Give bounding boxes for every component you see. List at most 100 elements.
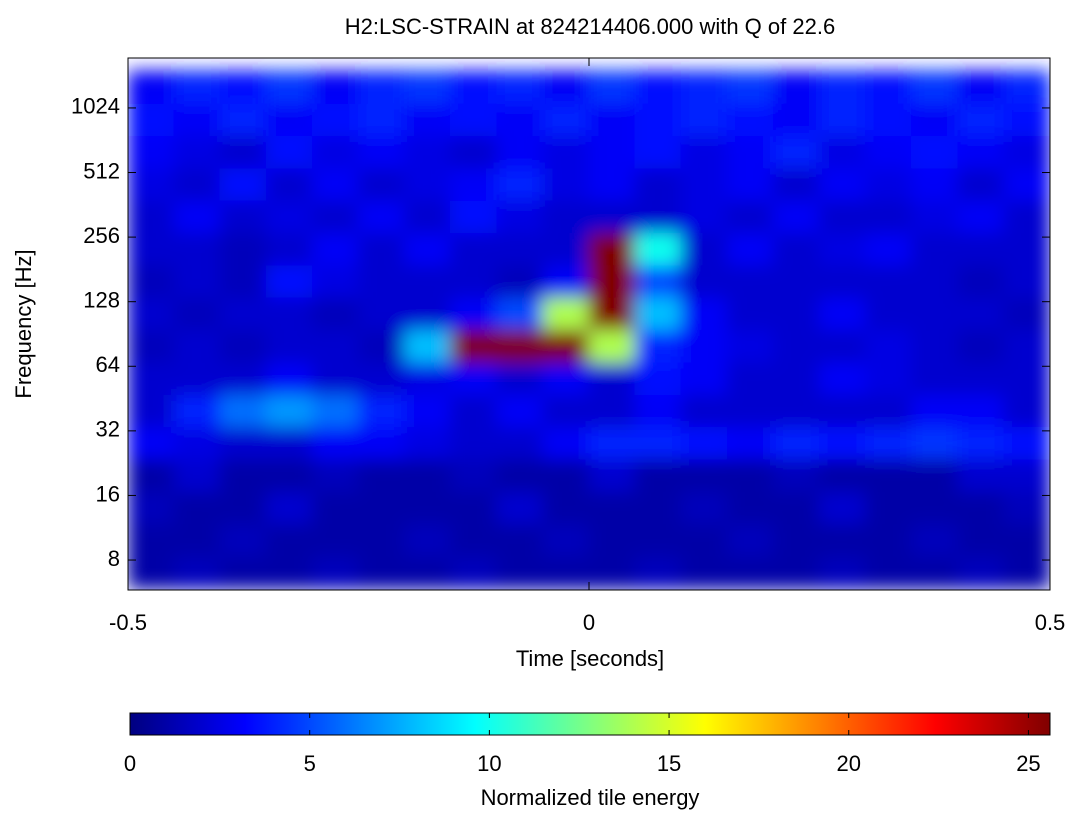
heatmap-cell: [219, 393, 267, 428]
x-tick-label: 0: [583, 610, 595, 635]
heatmap-cell: [219, 361, 267, 395]
heatmap-cell: [450, 490, 498, 525]
heatmap-cell: [634, 458, 682, 492]
heatmap-cell: [173, 393, 221, 428]
heatmap-cell: [496, 328, 544, 363]
heatmap-cell: [588, 555, 636, 590]
heatmap-cell: [819, 167, 867, 201]
y-tick-label: 1024: [71, 94, 120, 119]
heatmap-cell: [542, 296, 590, 330]
heatmap-cell: [957, 135, 1005, 169]
heatmap-cell: [265, 555, 313, 590]
heatmap-cell: [265, 70, 313, 104]
heatmap-cell: [911, 296, 959, 330]
heatmap-cell: [772, 296, 820, 330]
heatmap-cell: [450, 361, 498, 395]
heatmap-cell: [634, 264, 682, 298]
heatmap-cell: [358, 102, 406, 137]
heatmap-cell: [680, 393, 728, 428]
heatmap-cell: [865, 70, 913, 104]
heatmap-cell: [542, 426, 590, 460]
heatmap-cell: [1003, 361, 1050, 395]
heatmap-cell: [726, 328, 774, 363]
heatmap-cell: [1003, 70, 1050, 104]
heatmap-cell: [865, 523, 913, 557]
heatmap-cell: [957, 490, 1005, 525]
heatmap-cell: [819, 458, 867, 492]
heatmap-cell: [128, 70, 175, 104]
heatmap-cell: [542, 70, 590, 104]
heatmap-cell: [404, 232, 452, 266]
heatmap-cell: [819, 70, 867, 104]
heatmap-cell: [358, 167, 406, 201]
heatmap-cell: [173, 426, 221, 460]
y-tick-label: 512: [83, 158, 120, 183]
colorbar-tick-label: 0: [124, 751, 136, 776]
heatmap-cell: [358, 264, 406, 298]
heatmap-cell: [496, 232, 544, 266]
heatmap-cell: [450, 264, 498, 298]
heatmap-cell: [911, 458, 959, 492]
heatmap-cell: [819, 555, 867, 590]
heatmap-cell: [219, 523, 267, 557]
heatmap-cell: [634, 555, 682, 590]
heatmap-cell: [726, 393, 774, 428]
heatmap-cell: [450, 296, 498, 330]
heatmap-cell: [726, 523, 774, 557]
heatmap-cell: [957, 264, 1005, 298]
heatmap-cell: [865, 264, 913, 298]
heatmap-cell: [957, 102, 1005, 137]
heatmap-cell: [588, 102, 636, 137]
heatmap-cell: [634, 393, 682, 428]
heatmap-cell: [588, 490, 636, 525]
heatmap-cell: [588, 523, 636, 557]
heatmap-cell: [680, 458, 728, 492]
heatmap-cell: [404, 70, 452, 104]
heatmap-cell: [865, 426, 913, 460]
heatmap-cell: [173, 264, 221, 298]
heatmap-cell: [265, 135, 313, 169]
heatmap-cell: [957, 232, 1005, 266]
heatmap-cell: [265, 523, 313, 557]
heatmap-cell: [634, 70, 682, 104]
heatmap-cell: [173, 555, 221, 590]
heatmap-cell: [1003, 393, 1050, 428]
heatmap-cell: [1003, 523, 1050, 557]
heatmap-cell: [311, 361, 359, 395]
heatmap-cell: [128, 135, 175, 169]
heatmap-cell: [1003, 135, 1050, 169]
heatmap-cell: [311, 199, 359, 234]
heatmap-cell: [911, 490, 959, 525]
heatmap-cell: [219, 199, 267, 234]
heatmap-cell: [819, 393, 867, 428]
heatmap-cell: [404, 296, 452, 330]
heatmap-cell: [772, 555, 820, 590]
heatmap-cell: [496, 555, 544, 590]
y-tick-label: 16: [96, 481, 120, 506]
heatmap-cell: [219, 232, 267, 266]
heatmap-cell: [772, 102, 820, 137]
heatmap-cell: [819, 264, 867, 298]
heatmap-cell: [450, 167, 498, 201]
heatmap-cell: [128, 426, 175, 460]
heatmap-cell: [865, 167, 913, 201]
heatmap-cell: [957, 328, 1005, 363]
heatmap-cell: [680, 70, 728, 104]
heatmap-cell: [726, 102, 774, 137]
heatmap-cell: [128, 361, 175, 395]
heatmap-cell: [772, 232, 820, 266]
heatmap-cell: [358, 328, 406, 363]
heatmap-cell: [726, 458, 774, 492]
heatmap-cell: [865, 328, 913, 363]
heatmap-cell: [588, 296, 636, 330]
heatmap-cell: [542, 199, 590, 234]
heatmap-cell: [450, 102, 498, 137]
heatmap-cell: [588, 264, 636, 298]
heatmap-cell: [911, 523, 959, 557]
x-tick-label: -0.5: [109, 610, 147, 635]
heatmap-cell: [819, 296, 867, 330]
heatmap-cell: [680, 296, 728, 330]
heatmap-cell: [588, 361, 636, 395]
heatmap-cell: [173, 102, 221, 137]
heatmap-cell: [1003, 328, 1050, 363]
